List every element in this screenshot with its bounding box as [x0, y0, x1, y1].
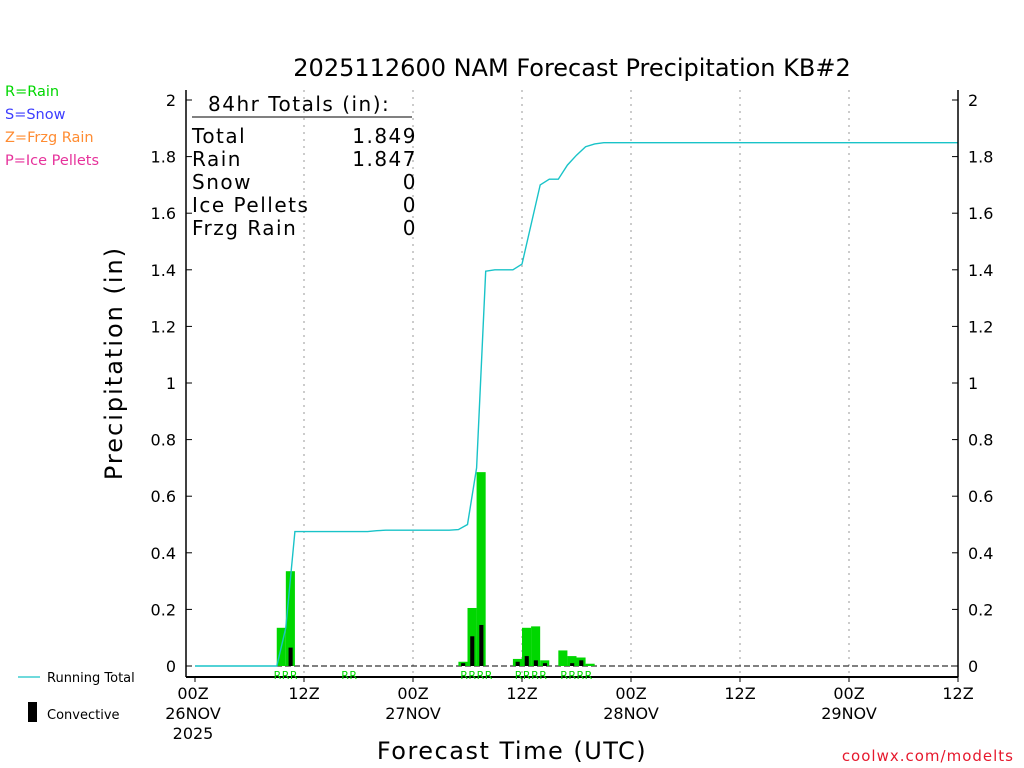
- convective-bar: [461, 663, 466, 666]
- ptype-legend-item: P=Ice Pellets: [5, 153, 99, 169]
- y-tick-label-right: 0.4: [968, 544, 993, 563]
- convective-bar: [533, 660, 538, 666]
- series-legend: Running Total Convective: [18, 671, 135, 723]
- x-tick-date: 26NOV: [165, 704, 221, 723]
- y-tick-label-right: 1: [968, 374, 978, 393]
- y-tick-label-left: 0: [166, 657, 176, 676]
- x-tick-label: 12Z: [288, 684, 319, 703]
- convective-bar: [542, 663, 547, 666]
- totals-row-value: 1.849: [352, 124, 417, 148]
- totals-row-value: 0: [403, 193, 417, 217]
- watermark: coolwx.com/modelts: [842, 747, 1014, 765]
- ptype-marker: RRRR: [560, 669, 593, 682]
- rain-bar: [522, 627, 532, 666]
- y-tick-label-right: 1.6: [968, 204, 993, 223]
- y-tick-label-left: 0.8: [151, 431, 176, 450]
- y-tick-label-left: 1.6: [151, 204, 176, 223]
- x-tick-label: 12Z: [506, 684, 537, 703]
- convective-bar: [579, 660, 584, 666]
- y-tick-label-left: 1.2: [151, 317, 176, 336]
- x-tick-label: 12Z: [942, 684, 973, 703]
- convective-bar: [570, 663, 575, 666]
- y-tick-label-right: 1.4: [968, 261, 993, 280]
- y-axis-label: Precipitation (in): [100, 246, 128, 480]
- chart-title: 2025112600 NAM Forecast Precipitation KB…: [293, 54, 850, 82]
- y-tick-label-left: 1.8: [151, 148, 176, 167]
- rain-bar: [567, 656, 577, 666]
- y-tick-label-right: 0: [968, 657, 978, 676]
- y-tick-label-right: 1.8: [968, 148, 993, 167]
- ptype-legend-item: R=Rain: [5, 84, 59, 100]
- y-tick-label-right: 0.2: [968, 600, 993, 619]
- running-total-line: [195, 141, 958, 667]
- ptype-legend-item: Z=Frzg Rain: [5, 130, 94, 146]
- x-tick-label: 00Z: [397, 684, 428, 703]
- y-tick-label-right: 0.8: [968, 431, 993, 450]
- y-tick-label-left: 1: [166, 374, 176, 393]
- totals-row-label: Snow: [192, 170, 252, 194]
- ptype-legend-item: S=Snow: [5, 107, 66, 123]
- x-tick-label: 12Z: [724, 684, 755, 703]
- x-tick-date: 27NOV: [385, 704, 441, 723]
- x-tick-date: 28NOV: [603, 704, 659, 723]
- x-tick-label: 00Z: [615, 684, 646, 703]
- convective-legend-swatch: [28, 702, 37, 722]
- y-tick-label-right: 2: [968, 91, 978, 110]
- convective-bar: [288, 647, 293, 666]
- totals-row-value: 1.847: [352, 147, 417, 171]
- totals-row-label: Ice Pellets: [192, 193, 309, 217]
- y-tick-label-right: 0.6: [968, 487, 993, 506]
- y-tick-label-left: 2: [166, 91, 176, 110]
- totals-header: 84hr Totals (in):: [208, 92, 390, 116]
- convective-bar: [479, 624, 484, 666]
- x-tick-year: 2025: [173, 724, 214, 743]
- totals-row-value: 0: [403, 170, 417, 194]
- y-tick-label-left: 0.4: [151, 544, 176, 563]
- rain-bar: [585, 663, 595, 666]
- x-tick-label: 00Z: [833, 684, 864, 703]
- x-axis-label: Forecast Time (UTC): [377, 737, 647, 765]
- rain-bar: [285, 571, 295, 666]
- totals-row-label: Total: [191, 124, 246, 148]
- ptype-marker: RRRR: [460, 669, 493, 682]
- x-tick-label: 00Z: [177, 684, 208, 703]
- ptype-legend: R=Rain S=Snow Z=Frzg Rain P=Ice Pellets: [5, 84, 99, 169]
- convective-legend-label: Convective: [47, 708, 120, 723]
- convective-bar: [470, 636, 475, 666]
- convective-bar: [524, 656, 529, 666]
- rain-bar: [476, 472, 486, 666]
- y-tick-label-left: 0.2: [151, 600, 176, 619]
- totals-row-value: 0: [403, 216, 417, 240]
- y-tick-label-left: 0.6: [151, 487, 176, 506]
- running-total-legend-label: Running Total: [47, 671, 135, 686]
- ptype-marker: RR: [341, 669, 357, 682]
- ptype-marker: RRRR: [515, 669, 548, 682]
- ptype-marker: RRR: [274, 669, 298, 682]
- plot-area: 0 00.2 0.20.4 0.40.6 0.60.8 0.81 11.2 1.21.4 1.4…: [151, 90, 993, 743]
- rain-bar: [531, 626, 541, 666]
- y-tick-label-left: 1.4: [151, 261, 176, 280]
- totals-row-label: Rain: [192, 147, 242, 171]
- x-tick-date: 29NOV: [821, 704, 877, 723]
- rain-bar: [558, 650, 568, 666]
- y-tick-label-right: 1.2: [968, 317, 993, 336]
- totals-row-label: Frzg Rain: [192, 216, 297, 240]
- convective-bar: [515, 661, 520, 666]
